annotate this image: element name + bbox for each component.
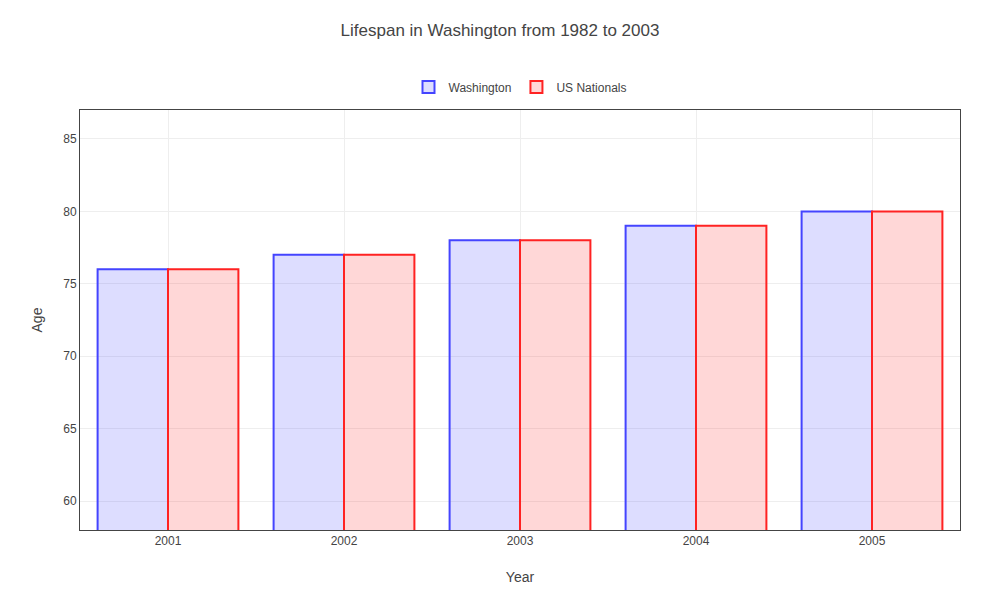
svg-text:2003: 2003	[507, 534, 534, 548]
svg-text:Washington: Washington	[449, 81, 512, 95]
svg-text:60: 60	[63, 494, 77, 508]
svg-text:US Nationals: US Nationals	[556, 81, 626, 95]
svg-text:Lifespan in Washington from 19: Lifespan in Washington from 1982 to 2003	[341, 21, 660, 40]
svg-text:85: 85	[63, 132, 77, 146]
svg-text:2005: 2005	[859, 534, 886, 548]
svg-text:Age: Age	[29, 307, 45, 332]
svg-text:65: 65	[63, 422, 77, 436]
svg-text:75: 75	[63, 277, 77, 291]
svg-text:80: 80	[63, 205, 77, 219]
svg-text:2001: 2001	[155, 534, 182, 548]
svg-text:70: 70	[63, 349, 77, 363]
svg-text:2004: 2004	[683, 534, 710, 548]
svg-text:Year: Year	[506, 569, 535, 585]
svg-text:2002: 2002	[331, 534, 358, 548]
